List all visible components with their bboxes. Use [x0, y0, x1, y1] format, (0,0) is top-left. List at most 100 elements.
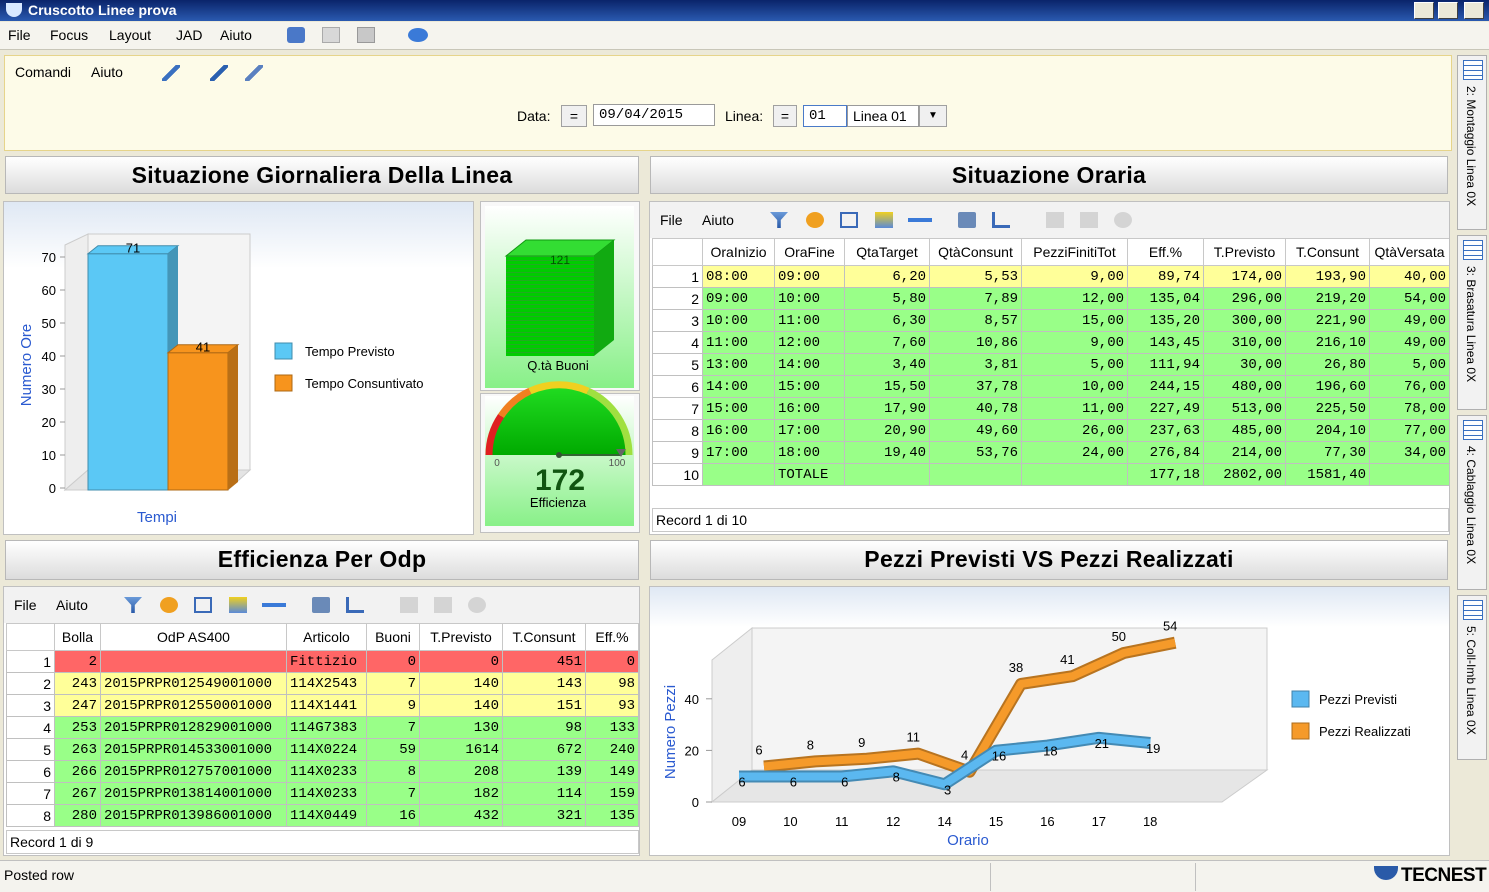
toolbar-item[interactable]: Aiuto [91, 64, 123, 80]
side-tab-label: 2: Montaggio Linea 0X [1464, 86, 1478, 207]
table-row[interactable]: 9 17:00 18:00 19,40 53,76 24,00 276,84 214,00 77… [652, 441, 1449, 464]
table-cell: Fittizio [286, 650, 367, 673]
toolbar-icon[interactable] [806, 212, 824, 228]
toolbar-icon[interactable] [357, 27, 375, 43]
table-cell: 8 [366, 760, 420, 783]
table-cell: 193,90 [1285, 265, 1370, 288]
brand-name: TECNEST [1401, 865, 1487, 886]
table-row[interactable]: 2 243 2015PRPR012549001000 114X2543 7 140 143 9… [6, 672, 639, 695]
table-menu-item[interactable]: File [14, 597, 37, 613]
toolbar-icon[interactable] [408, 28, 428, 42]
toolbar-icon[interactable] [840, 212, 858, 228]
toolbar-icon[interactable] [992, 212, 1010, 228]
table-row[interactable]: 2 09:00 10:00 5,80 7,89 12,00 135,04 296,00 219,… [652, 287, 1449, 310]
table-cell: 111,94 [1127, 353, 1204, 376]
line-operator[interactable]: = [773, 105, 797, 127]
toolbar-icon[interactable] [194, 597, 212, 613]
table-row[interactable]: 7 267 2015PRPR013814001000 114X0233 7 182 114 1… [6, 782, 639, 805]
toolbar-icon[interactable] [1080, 212, 1098, 228]
table-cell: 300,00 [1203, 309, 1286, 332]
menu-item[interactable]: Aiuto [220, 27, 252, 43]
toolbar-icon[interactable] [434, 597, 452, 613]
side-tab[interactable]: 2: Montaggio Linea 0X [1457, 55, 1487, 230]
menu-item[interactable]: Focus [50, 27, 89, 43]
toolbar-icon[interactable] [287, 27, 305, 43]
table-cell: 3,40 [844, 353, 930, 376]
side-tab[interactable]: 4: Cablaggio Linea 0X [1457, 415, 1487, 590]
table-cell: 5,00 [1021, 353, 1128, 376]
table-menu-item[interactable]: Aiuto [702, 212, 734, 228]
table-row[interactable]: 4 253 2015PRPR012829001000 114G7383 7 130 98 13… [6, 716, 639, 739]
table-row[interactable]: 7 15:00 16:00 17,90 40,78 11,00 227,49 513,00 22… [652, 397, 1449, 420]
toolbar-icon[interactable] [958, 212, 976, 228]
table-cell: 6 [6, 760, 55, 783]
table-cell: 267 [54, 782, 101, 805]
side-tab[interactable]: 5: Coll-Imb Linea 0X [1457, 595, 1487, 760]
table-row[interactable]: 8 16:00 17:00 20,90 49,60 26,00 237,63 485,00 20… [652, 419, 1449, 442]
table-cell: 266 [54, 760, 101, 783]
table-cell: 40,78 [929, 397, 1022, 420]
table-row[interactable]: 5 13:00 14:00 3,40 3,81 5,00 111,94 30,00 26,80 5… [652, 353, 1449, 376]
table-cell: 9 [366, 694, 420, 717]
table-row[interactable]: 4 11:00 12:00 7,60 10,86 9,00 143,45 310,00 216,… [652, 331, 1449, 354]
toolbar-icon[interactable] [162, 65, 180, 81]
menu-item[interactable]: File [8, 27, 31, 43]
table-row[interactable]: 1 08:00 09:00 6,20 5,53 9,00 89,74 174,00 193,90… [652, 265, 1449, 288]
dropdown-button[interactable]: ▼ [919, 105, 947, 127]
toolbar-icon[interactable] [160, 597, 178, 613]
table-row[interactable]: 8 280 2015PRPR013986001000 114X0449 16 432 321… [6, 804, 639, 827]
minimize-button[interactable] [1414, 2, 1434, 19]
toolbar-icon[interactable] [875, 212, 893, 228]
toolbar-icon[interactable] [1046, 212, 1064, 228]
column-header: QtàConsunt [929, 238, 1022, 266]
toolbar-icon[interactable] [770, 212, 788, 228]
toolbar-icon[interactable] [210, 65, 228, 81]
record-status: Record 1 di 10 [652, 508, 1449, 532]
table-row[interactable]: 6 266 2015PRPR012757001000 114X0233 8 208 139 1… [6, 760, 639, 783]
side-tab[interactable]: 3: Brasatura Linea 0X [1457, 235, 1487, 410]
column-header: QtaTarget [844, 238, 930, 266]
table-row[interactable]: 6 14:00 15:00 15,50 37,78 10,00 244,15 480,00 19… [652, 375, 1449, 398]
toolbar-icon[interactable] [1114, 212, 1132, 228]
table-cell: 139 [502, 760, 586, 783]
toolbar-icon[interactable] [468, 597, 486, 613]
date-field[interactable]: 09/04/2015 [593, 104, 715, 126]
date-operator[interactable]: = [561, 105, 587, 127]
toolbar-icon[interactable] [262, 603, 286, 607]
table-cell: 321 [502, 804, 586, 827]
toolbar-icon[interactable] [908, 218, 932, 222]
table-row[interactable]: 1 2 Fittizio 0 0 451 0 [6, 650, 639, 673]
table-cell: 09:00 [774, 265, 845, 288]
table-row[interactable]: 5 263 2015PRPR014533001000 114X0224 59 1614 67… [6, 738, 639, 761]
table-menu-item[interactable]: Aiuto [56, 597, 88, 613]
table-row[interactable]: 10 TOTALE 177,18 2802,00 1581,40 [652, 463, 1449, 486]
toolbar-icon[interactable] [346, 597, 364, 613]
menu-item[interactable]: JAD [176, 27, 203, 43]
table-cell: 2 [54, 650, 101, 673]
toolbar-icon[interactable] [322, 27, 340, 43]
toolbar-icon[interactable] [124, 597, 142, 613]
table-cell: 5,00 [1369, 353, 1449, 376]
table-menu-item[interactable]: File [660, 212, 683, 228]
menu-item[interactable]: Layout [109, 27, 152, 43]
table-row[interactable]: 3 10:00 11:00 6,30 8,57 15,00 135,20 300,00 221,… [652, 309, 1449, 332]
table-row[interactable]: 3 247 2015PRPR012550001000 114X1441 9 140 151 9… [6, 694, 639, 717]
table-cell: 49,00 [1369, 309, 1449, 332]
line-code-field[interactable]: 01 [803, 105, 847, 127]
close-button[interactable] [1464, 2, 1484, 19]
status-message: Posted row [4, 867, 75, 883]
brand-logo [1374, 866, 1398, 880]
toolbar-icon[interactable] [245, 65, 263, 81]
maximize-button[interactable] [1438, 2, 1458, 19]
table-cell: 17,90 [844, 397, 930, 420]
table-cell: 1581,40 [1285, 463, 1370, 486]
toolbar-icon[interactable] [312, 597, 330, 613]
section-title: Efficienza Per Odp [5, 540, 639, 580]
table-cell: 480,00 [1203, 375, 1286, 398]
toolbar-item[interactable]: Comandi [15, 64, 72, 80]
table-cell: 24,00 [1021, 441, 1128, 464]
toolbar-icon[interactable] [229, 597, 247, 613]
table-cell: 15:00 [774, 375, 845, 398]
toolbar-icon[interactable] [400, 597, 418, 613]
